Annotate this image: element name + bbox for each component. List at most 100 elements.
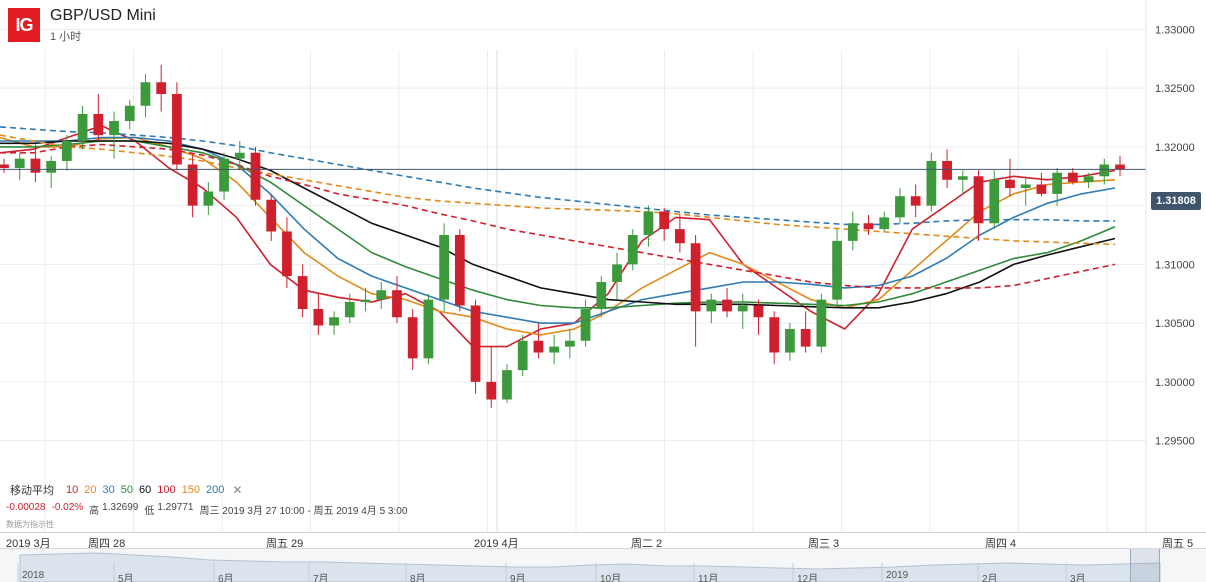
candle[interactable]	[942, 149, 952, 188]
candle[interactable]	[282, 217, 292, 288]
candlesticks	[0, 64, 1125, 408]
candle[interactable]	[596, 276, 607, 318]
candle[interactable]	[470, 299, 481, 394]
candle[interactable]	[187, 152, 198, 218]
candle[interactable]	[376, 282, 387, 310]
candle-body	[77, 113, 88, 141]
candle[interactable]	[423, 293, 434, 365]
candle[interactable]	[124, 99, 135, 130]
candle[interactable]	[816, 293, 827, 353]
close-icon[interactable]: ✕	[232, 483, 243, 497]
candle[interactable]	[612, 252, 622, 300]
candle[interactable]	[454, 229, 465, 312]
candle[interactable]	[580, 299, 591, 347]
candle[interactable]	[627, 229, 638, 271]
ma-period-10[interactable]: 10	[66, 484, 79, 496]
candle[interactable]	[517, 334, 528, 376]
candle[interactable]	[737, 293, 748, 329]
candle[interactable]	[219, 152, 229, 200]
candle[interactable]	[832, 229, 842, 306]
candle[interactable]	[77, 105, 88, 150]
ma-period-100[interactable]: 100	[157, 484, 176, 496]
candle[interactable]	[329, 311, 339, 335]
candle[interactable]	[203, 182, 214, 216]
candle[interactable]	[910, 184, 921, 218]
candle[interactable]	[14, 152, 25, 180]
instrument-title[interactable]: GBP/USD Mini	[50, 7, 156, 24]
moving-average-title[interactable]: 移动平均	[10, 485, 54, 497]
candle[interactable]	[0, 158, 9, 173]
ma-period-200[interactable]: 200	[205, 484, 225, 496]
candle-body	[832, 240, 842, 300]
navigator-window-handle[interactable]	[1130, 549, 1160, 582]
candle[interactable]	[753, 299, 764, 335]
candle[interactable]	[109, 111, 119, 159]
candle-body	[627, 235, 638, 265]
price-axis[interactable]: 1.330001.325001.320001.315001.310001.305…	[1145, 0, 1195, 532]
candle[interactable]	[1020, 176, 1031, 206]
candle[interactable]	[564, 329, 575, 359]
price-chart[interactable]: 1.330001.325001.320001.315001.310001.305…	[0, 0, 1206, 532]
candle[interactable]	[140, 74, 151, 118]
ma-period-150[interactable]: 150	[181, 484, 200, 496]
candle[interactable]	[297, 264, 308, 318]
candle[interactable]	[392, 276, 402, 324]
candle-body	[800, 329, 811, 347]
ig-logo: IG	[8, 8, 40, 42]
candle[interactable]	[360, 287, 371, 312]
ma-period-20[interactable]: 20	[84, 484, 97, 496]
candle[interactable]	[895, 188, 905, 224]
candle[interactable]	[486, 346, 497, 408]
candle[interactable]	[30, 144, 41, 183]
time-tick-label: 周五 29	[266, 538, 304, 550]
ma-period-30[interactable]: 30	[102, 484, 115, 496]
candle[interactable]	[1067, 168, 1078, 185]
candle[interactable]	[502, 364, 512, 404]
candle[interactable]	[989, 170, 1000, 230]
candle[interactable]	[1099, 158, 1110, 185]
candle[interactable]	[93, 94, 104, 141]
candle[interactable]	[1115, 156, 1125, 177]
candle[interactable]	[1005, 158, 1015, 197]
interval-label[interactable]: 1 小时	[50, 31, 82, 43]
candle[interactable]	[722, 287, 732, 318]
candle[interactable]	[690, 235, 701, 347]
ma-period-50[interactable]: 50	[120, 484, 133, 496]
candle[interactable]	[675, 215, 685, 253]
candle[interactable]	[46, 156, 57, 188]
candle[interactable]	[313, 293, 324, 335]
candle[interactable]	[250, 146, 261, 206]
candle[interactable]	[800, 311, 811, 353]
candle[interactable]	[769, 311, 780, 365]
navigator[interactable]: 2018 5月 6月 7月 8月 9月 10月 11月 12月 2019 2月 3月	[0, 548, 1206, 582]
candle[interactable]	[659, 207, 670, 241]
candle[interactable]	[156, 64, 167, 112]
candle[interactable]	[439, 223, 449, 312]
candle[interactable]	[973, 170, 984, 241]
candle[interactable]	[266, 193, 277, 241]
navigator-label: 11月	[698, 574, 719, 582]
ma-period-60[interactable]: 60	[139, 484, 152, 496]
ma-line-ma100	[0, 143, 1116, 289]
time-tick-label: 2019 4月	[474, 538, 519, 550]
time-axis[interactable]: 2019 3月 周四 28 周五 29 2019 4月 周二 2 周三 3 周四 4 周五 5	[0, 532, 1206, 550]
candle[interactable]	[234, 141, 245, 171]
candle[interactable]	[407, 309, 418, 371]
candle[interactable]	[643, 205, 654, 247]
candle[interactable]	[172, 82, 182, 171]
candle[interactable]	[1052, 168, 1062, 206]
candle[interactable]	[785, 323, 795, 361]
candle[interactable]	[879, 211, 890, 232]
candle[interactable]	[706, 293, 717, 324]
candle[interactable]	[1083, 172, 1094, 188]
candle[interactable]	[847, 211, 858, 251]
candle[interactable]	[549, 334, 560, 365]
candle[interactable]	[957, 170, 968, 194]
candle[interactable]	[344, 293, 355, 324]
candle[interactable]	[1036, 172, 1047, 197]
candle[interactable]	[926, 152, 937, 212]
candle[interactable]	[62, 135, 72, 171]
candle[interactable]	[533, 323, 544, 359]
candle[interactable]	[863, 215, 874, 235]
candle-body	[753, 305, 764, 318]
